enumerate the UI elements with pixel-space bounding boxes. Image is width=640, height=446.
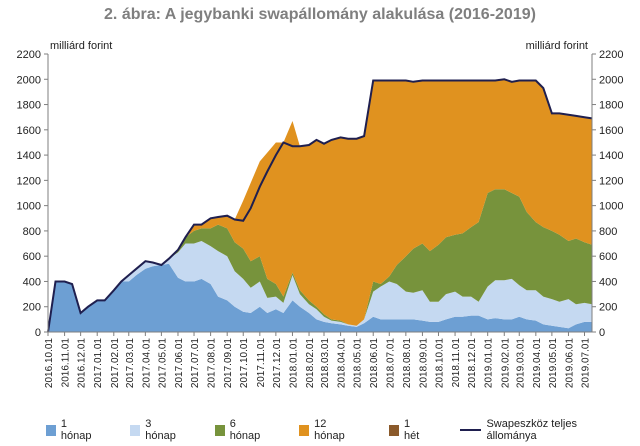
legend-swatch	[214, 424, 225, 436]
y-tick-label-right: 1000	[599, 201, 623, 213]
y-tick-label-right: 1600	[599, 125, 623, 137]
x-tick-label: 2018.12.01	[467, 338, 478, 388]
x-tick-label: 2017.10.01	[239, 338, 250, 388]
y-tick-label-left: 0	[35, 327, 41, 339]
legend: 1 hónap 3 hónap 6 hónap 12 hónap 1 hét S…	[46, 418, 616, 442]
x-tick-label: 2017.09.01	[223, 338, 234, 388]
y-tick-label-right: 1200	[599, 175, 623, 187]
x-tick-label: 2016.12.01	[77, 338, 88, 388]
legend-swatch	[46, 424, 56, 436]
x-tick-label: 2018.01.01	[289, 338, 300, 388]
x-tick-label: 2019.05.01	[548, 338, 559, 388]
y-tick-label-left: 1400	[17, 150, 41, 162]
y-tick-label-left: 1800	[17, 100, 41, 112]
legend-swatch	[389, 424, 400, 436]
x-tick-label: 2016.11.01	[61, 338, 72, 388]
x-tick-label: 2018.11.01	[451, 338, 462, 388]
area-3-hónap	[48, 241, 592, 332]
legend-item-1-week: 1 hét	[389, 418, 426, 442]
area-12-hónap	[48, 79, 592, 332]
x-tick-label: 2017.06.01	[174, 338, 185, 388]
legend-label: 1 hónap	[60, 418, 92, 442]
x-tick-label: 2017.02.01	[110, 338, 121, 388]
x-tick-label: 2018.10.01	[435, 338, 446, 388]
y-tick-label-left: 2000	[17, 74, 41, 86]
legend-item-total-stock: Swapeszköz teljes állománya	[459, 418, 616, 442]
x-tick-label: 2019.02.01	[500, 338, 511, 388]
x-tick-label: 2017.04.01	[141, 338, 152, 388]
y-tick-label-left: 600	[23, 251, 41, 263]
x-tick-label: 2017.11.01	[256, 338, 267, 388]
x-tick-label: 2016.10.01	[44, 338, 55, 388]
x-tick-label: 2018.08.01	[402, 338, 413, 388]
legend-swatch	[130, 424, 141, 436]
y-tick-label-left: 2200	[17, 49, 41, 61]
y-tick-label-left: 1000	[17, 201, 41, 213]
legend-label: 12 hónap	[314, 418, 345, 442]
legend-label: 6 hónap	[229, 418, 261, 442]
x-tick-label: 2018.03.01	[320, 338, 331, 388]
legend-line-swatch	[459, 429, 482, 431]
y-tick-label-right: 0	[599, 327, 605, 339]
right-axis-unit: milliárd forint	[525, 40, 588, 52]
x-tick-label: 2018.05.01	[353, 338, 364, 388]
legend-label: 3 hónap	[145, 418, 176, 442]
x-tick-label: 2017.08.01	[207, 338, 218, 388]
area-series-group	[48, 79, 592, 332]
x-tick-label: 2019.01.01	[484, 338, 495, 388]
legend-item-12-month: 12 hónap	[299, 418, 355, 442]
y-tick-label-right: 800	[599, 226, 617, 238]
y-tick-label-left: 800	[23, 226, 41, 238]
area-6-hónap	[48, 189, 592, 332]
y-tick-label-right: 2000	[599, 74, 623, 86]
legend-item-3-month: 3 hónap	[130, 418, 180, 442]
total-stock-line	[47, 78, 593, 333]
x-tick-label: 2018.06.01	[369, 338, 380, 388]
x-tick-label: 2017.03.01	[125, 338, 136, 388]
x-tick-label: 2019.04.01	[532, 338, 543, 388]
x-tick-label: 2017.05.01	[157, 338, 168, 388]
x-tick-label: 2017.01.01	[93, 338, 104, 388]
y-tick-label-right: 1400	[599, 150, 623, 162]
x-tick-label: 2018.02.01	[305, 338, 316, 388]
x-tick-label: 2018.04.01	[337, 338, 348, 388]
x-tick-label: 2018.09.01	[418, 338, 429, 388]
x-tick-label: 2017.12.01	[272, 338, 283, 388]
y-tick-label-left: 1600	[17, 125, 41, 137]
line-series-group	[47, 78, 593, 333]
y-tick-label-left: 200	[23, 302, 41, 314]
y-tick-label-left: 1200	[17, 175, 41, 187]
y-tick-label-right: 1800	[599, 100, 623, 112]
x-tick-label: 2019.06.01	[565, 338, 576, 388]
legend-item-6-month: 6 hónap	[214, 418, 265, 442]
y-tick-label-right: 2200	[599, 49, 623, 61]
x-tick-label: 2019.07.01	[581, 338, 592, 388]
left-axis-unit: milliárd forint	[50, 40, 113, 52]
y-tick-label-right: 200	[599, 302, 617, 314]
legend-swatch	[299, 424, 310, 436]
legend-label: Swapeszköz teljes állománya	[486, 418, 577, 442]
x-tick-label: 2019.03.01	[515, 338, 526, 388]
x-tick-label: 2018.07.01	[385, 338, 396, 388]
y-tick-label-left: 400	[23, 276, 41, 288]
y-tick-label-right: 600	[599, 251, 617, 263]
x-tick-label: 2017.07.01	[190, 338, 201, 388]
y-tick-label-right: 400	[599, 276, 617, 288]
legend-label: 1 hét	[404, 418, 420, 442]
legend-item-1-month: 1 hónap	[46, 418, 96, 442]
chart-title: 2. ábra: A jegybanki swapállomány alakul…	[104, 6, 536, 23]
axes-group: 0 0 200 200 400 400 600 600 800 800 1000 1000 1200 12…	[17, 49, 624, 388]
area-1-hónap	[48, 263, 592, 332]
